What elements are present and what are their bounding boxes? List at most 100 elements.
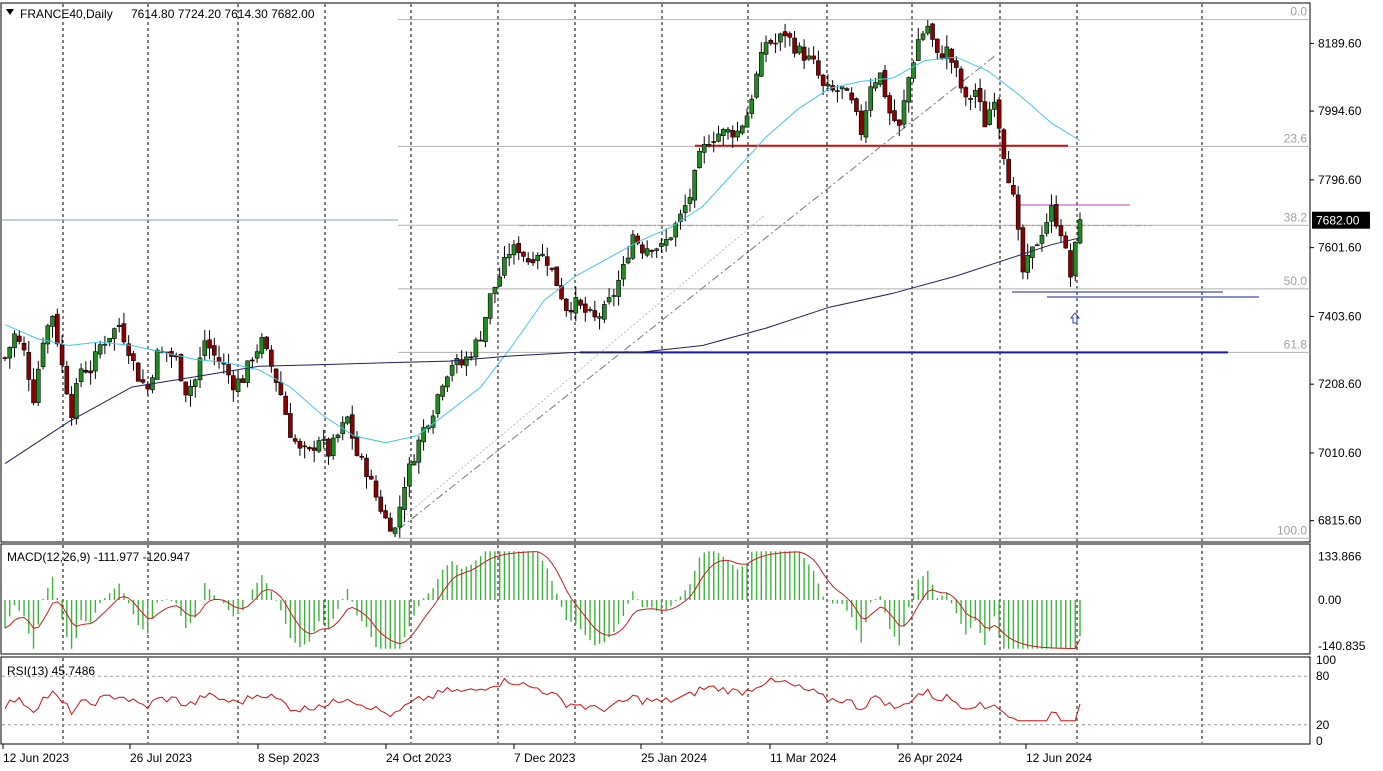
candle-body [269, 349, 274, 367]
candle-body [55, 313, 60, 345]
candle-body [88, 370, 93, 374]
candle-body [354, 436, 360, 456]
candle-body [711, 141, 717, 143]
candle-body [982, 101, 988, 128]
candle-body [468, 356, 474, 359]
vertical-grid [62, 4, 1203, 743]
candle-body [644, 248, 650, 256]
candle-body [773, 42, 778, 45]
candle-body [364, 457, 369, 478]
candle-body [397, 506, 403, 528]
candle-body [635, 235, 640, 244]
x-tick-label: 12 Jun 2023 [3, 751, 69, 765]
candle-body [668, 237, 674, 240]
candle-body [40, 342, 46, 367]
candle-body [1001, 129, 1007, 159]
candle-body [954, 60, 959, 68]
candle-body [497, 276, 502, 287]
candle-body [958, 68, 964, 89]
candle-body [849, 92, 854, 101]
dropdown-triangle-icon[interactable] [6, 9, 14, 15]
candle-body [459, 359, 464, 366]
candle-body [939, 53, 945, 59]
candle-body [787, 33, 793, 38]
y-tick-label: 7994.60 [1318, 104, 1362, 118]
candle-body [12, 333, 17, 349]
candle-body [416, 439, 422, 463]
candle-body [78, 368, 84, 382]
fibonacci-levels: 0.0 23.6 38.2 50.0 61.8 100.0 [398, 5, 1310, 539]
macd-tick-label: -140.835 [1318, 639, 1366, 653]
fib-label: 50.0 [1284, 274, 1308, 288]
candle-body [235, 378, 241, 393]
candle-body [858, 110, 864, 136]
candle-body [535, 254, 541, 261]
candle-body [706, 144, 712, 147]
candle-body [140, 379, 146, 383]
candle-body [192, 379, 198, 387]
candle-body [720, 129, 726, 137]
candle-body [411, 461, 417, 466]
candle-body [407, 463, 412, 487]
candle-body [483, 317, 488, 342]
candle-body [231, 375, 236, 391]
candle-body [197, 357, 203, 381]
candle-body [207, 339, 212, 349]
candle-body [606, 297, 612, 303]
candle-body [868, 86, 874, 111]
candle-body [511, 244, 517, 256]
candle-body [820, 74, 826, 86]
candle-body [559, 285, 564, 300]
ohlc-label: 7614.80 7724.20 7614.30 7682.00 [131, 7, 315, 21]
candle-body [901, 100, 907, 125]
candle-body [93, 351, 98, 372]
rsi-tick-label: 20 [1316, 718, 1330, 732]
candle-body [920, 33, 926, 40]
candle-body [383, 510, 388, 519]
candle-body [83, 369, 89, 373]
candle-body [259, 337, 265, 354]
candlestick-series [2, 19, 1083, 538]
rsi-line [4, 677, 1081, 722]
candle-body [578, 299, 583, 306]
candle-body [97, 344, 103, 355]
candle-body [896, 119, 902, 126]
candle-body [50, 315, 55, 327]
macd-series [4, 551, 1081, 649]
trend-annotations [1, 54, 1259, 530]
candle-body [854, 98, 859, 112]
candle-body [311, 447, 317, 451]
candle-body [801, 46, 807, 61]
moving-averages [4, 56, 1081, 465]
candle-body [1025, 254, 1030, 273]
candle-body [554, 266, 560, 287]
candle-body [1049, 205, 1054, 222]
x-tick-label: 26 Jul 2023 [130, 751, 192, 765]
fib-label: 38.2 [1284, 210, 1308, 224]
candle-body [887, 95, 893, 114]
macd-label: MACD(12,26,9) -111.977 -120.947 [7, 550, 190, 564]
candle-body [563, 298, 569, 311]
candle-body [126, 343, 131, 356]
candle-body [183, 381, 189, 396]
x-tick-label: 12 Jun 2024 [1026, 751, 1092, 765]
candle-body [250, 359, 255, 362]
trendline [398, 54, 997, 530]
candle-body [525, 258, 531, 263]
candle-body [754, 73, 759, 98]
candle-body [1072, 241, 1078, 276]
candle-body [492, 286, 498, 294]
price-panel [0, 2, 1311, 543]
fib-label: 23.6 [1284, 131, 1308, 145]
candle-body [573, 297, 579, 314]
fib-label: 61.8 [1284, 337, 1308, 351]
candle-body [188, 385, 193, 396]
candle-body [663, 239, 669, 246]
candle-body [587, 309, 593, 311]
candle-body [35, 368, 41, 403]
candle-body [1011, 184, 1016, 195]
candle-body [464, 356, 469, 366]
candle-body [630, 234, 636, 259]
candle-body [345, 416, 350, 424]
candle-body [440, 385, 445, 397]
